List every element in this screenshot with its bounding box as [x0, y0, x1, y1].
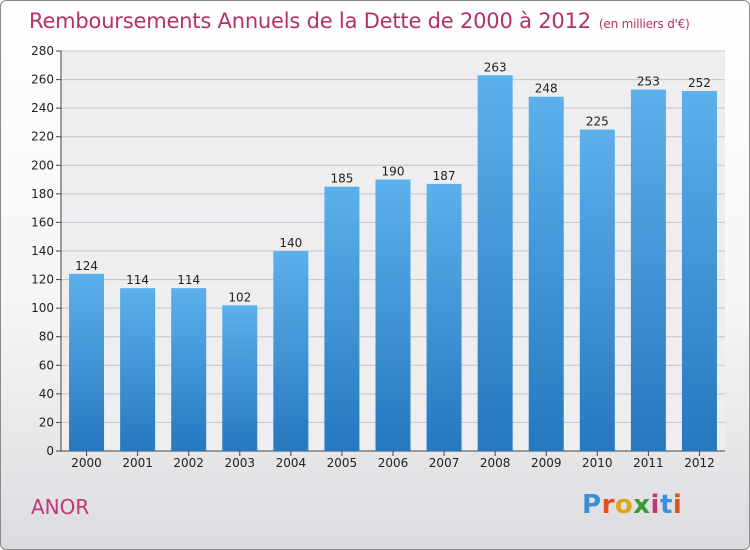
data-label: 140 [279, 236, 302, 250]
logo-letter: r [601, 490, 615, 520]
logo-letter: t [659, 490, 673, 520]
y-tick-label: 160 [31, 215, 54, 229]
data-label: 225 [586, 115, 609, 129]
y-tick-label: 120 [31, 273, 54, 287]
commune-name: ANOR [31, 495, 90, 519]
bar [324, 186, 360, 451]
data-label: 185 [330, 172, 353, 186]
y-tick-label: 20 [39, 415, 54, 429]
bar [375, 179, 411, 452]
bar [120, 288, 156, 451]
x-tick-label: 2001 [122, 456, 153, 470]
chart-title: Remboursements Annuels de la Dette de 20… [29, 9, 690, 33]
data-label: 124 [75, 259, 98, 273]
bar [528, 96, 564, 451]
y-tick-label: 40 [39, 387, 54, 401]
bar [273, 251, 309, 451]
x-tick-label: 2002 [173, 456, 204, 470]
bar [630, 89, 666, 452]
data-label: 253 [637, 75, 660, 89]
y-tick-label: 180 [31, 187, 54, 201]
proxiti-logo: Proxiti [582, 490, 682, 520]
data-label: 252 [688, 76, 711, 90]
data-label: 190 [382, 165, 405, 179]
bar [171, 288, 207, 451]
bar [222, 305, 258, 451]
y-tick-label: 60 [39, 358, 54, 372]
y-tick-label: 280 [31, 44, 54, 58]
x-tick-label: 2010 [582, 456, 613, 470]
x-tick-label: 2007 [429, 456, 460, 470]
logo-letter: x [633, 490, 651, 520]
x-tick-label: 2011 [633, 456, 664, 470]
data-label: 263 [484, 60, 507, 74]
bar [579, 129, 615, 452]
x-tick-label: 2006 [378, 456, 409, 470]
logo-letter: i [650, 490, 660, 520]
y-tick-label: 100 [31, 301, 54, 315]
logo-letter: P [582, 490, 602, 520]
chart-title-text: Remboursements Annuels de la Dette de 20… [29, 9, 591, 33]
data-label: 114 [126, 273, 149, 287]
x-tick-label: 2003 [224, 456, 255, 470]
y-tick-label: 240 [31, 101, 54, 115]
y-tick-label: 220 [31, 130, 54, 144]
data-label: 248 [535, 82, 558, 96]
bar [477, 75, 513, 452]
x-tick-label: 2012 [684, 456, 715, 470]
data-label: 102 [228, 290, 251, 304]
x-tick-label: 2005 [327, 456, 358, 470]
data-label: 187 [433, 169, 456, 183]
y-tick-label: 140 [31, 244, 54, 258]
bar [69, 273, 105, 451]
y-tick-label: 80 [39, 330, 54, 344]
y-tick-label: 260 [31, 73, 54, 87]
logo-letter: i [672, 490, 683, 520]
chart-unit: (en milliers d'€) [598, 17, 690, 31]
bar [426, 183, 462, 451]
data-label: 114 [177, 273, 200, 287]
y-tick-label: 0 [46, 444, 54, 458]
x-tick-label: 2000 [71, 456, 102, 470]
bar [681, 91, 717, 451]
logo-letter: o [614, 490, 634, 520]
x-tick-label: 2009 [531, 456, 562, 470]
x-tick-label: 2004 [276, 456, 307, 470]
x-tick-label: 2008 [480, 456, 511, 470]
y-tick-label: 200 [31, 158, 54, 172]
